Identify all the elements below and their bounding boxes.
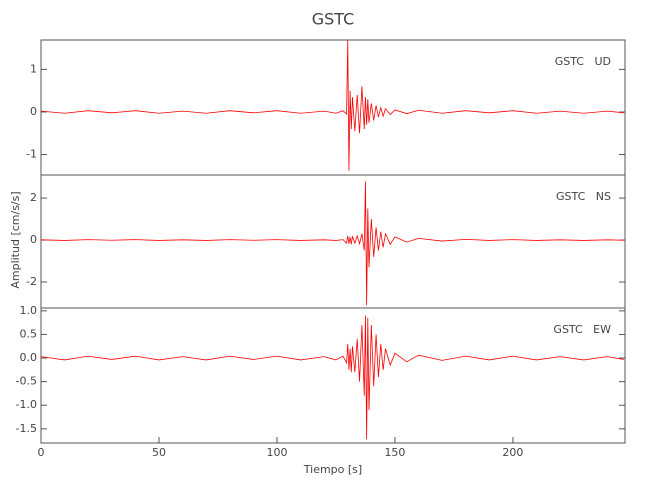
y-tick-label: 0 [30, 233, 37, 246]
x-axis-label: Tiempo [s] [303, 463, 362, 476]
trace [40, 181, 624, 306]
annotation: GSTC UD [555, 55, 611, 68]
annotation: GSTC EW [553, 323, 611, 336]
annotation: GSTC NS [556, 190, 611, 203]
panel-frame [40, 174, 626, 309]
y-tick-label: 0.0 [20, 351, 38, 364]
y-tick-label: 1.0 [20, 304, 38, 317]
x-tick-label: 150 [384, 446, 405, 459]
y-tick-label: -1 [26, 148, 37, 161]
y-axis-label: Amplitud [cm/s/s] [9, 191, 22, 288]
panel-frame [40, 39, 626, 176]
y-tick-label: 2 [30, 191, 37, 204]
trace [40, 315, 624, 440]
y-tick-label: -0.5 [16, 375, 37, 388]
panel-frame [40, 307, 626, 444]
y-tick-label: -1.5 [16, 422, 37, 435]
y-tick-label: 1 [30, 62, 37, 75]
y-tick-label: -2 [26, 275, 37, 288]
chart-title: GSTC [312, 10, 355, 29]
y-tick-label: -1.0 [16, 398, 37, 411]
x-tick-label: 100 [266, 446, 287, 459]
y-tick-label: 0 [30, 105, 37, 118]
trace [40, 40, 624, 171]
y-tick-label: 0.5 [20, 327, 38, 340]
x-tick-label: 50 [152, 446, 166, 459]
x-tick-label: 0 [38, 446, 45, 459]
x-tick-label: 200 [502, 446, 523, 459]
